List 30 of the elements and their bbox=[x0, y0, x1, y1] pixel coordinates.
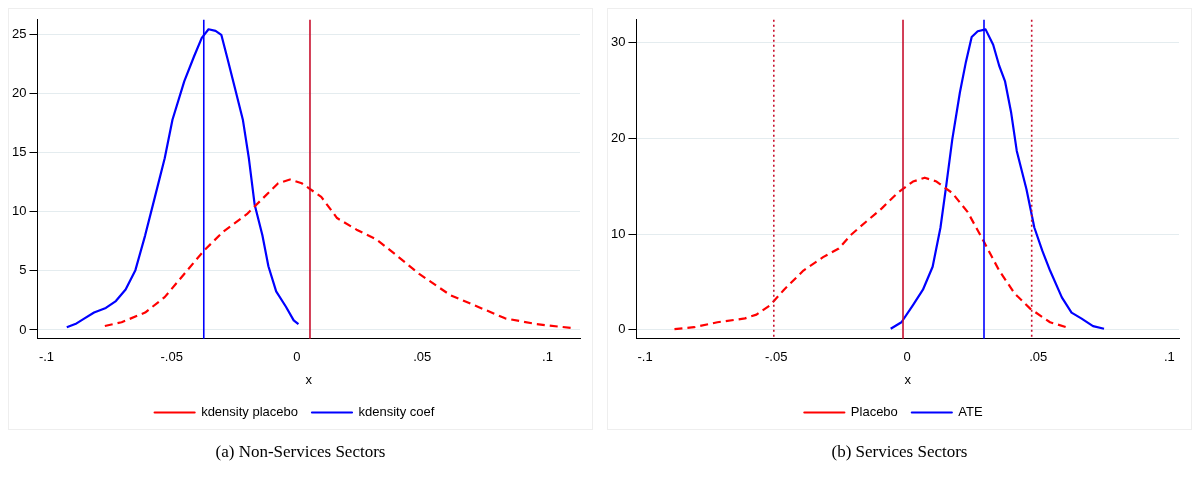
x-tick-label: .05 bbox=[413, 349, 432, 365]
y-tick-label: 5 bbox=[19, 262, 27, 278]
y-tick-label: 10 bbox=[610, 225, 626, 241]
x-tick-label: .1 bbox=[1163, 349, 1175, 365]
y-tick-label: 15 bbox=[11, 143, 27, 159]
y-tick-label: 10 bbox=[11, 203, 27, 219]
x-tick-label: .05 bbox=[1029, 349, 1048, 365]
legend-label: kdensity placebo bbox=[201, 404, 298, 420]
y-tick-label: 20 bbox=[610, 130, 626, 146]
x-tick-label: -.05 bbox=[764, 349, 788, 365]
x-axis-title: x bbox=[305, 371, 313, 387]
legend-label: kdensity coef bbox=[358, 404, 435, 420]
y-tick-label: 25 bbox=[11, 25, 27, 41]
text: (a) Non-Services Sectors bbox=[214, 442, 387, 462]
legend-label: Placebo bbox=[850, 404, 898, 420]
x-tick-label: -.1 bbox=[637, 349, 653, 365]
x-tick-label: .1 bbox=[542, 349, 553, 365]
x-tick-label: 0 bbox=[293, 349, 301, 365]
x-tick-label: -.05 bbox=[160, 349, 183, 365]
x-tick-label: -.1 bbox=[38, 349, 55, 365]
y-tick-label: 30 bbox=[610, 34, 626, 50]
line-series bbox=[673, 176, 1068, 331]
x-tick-label: 0 bbox=[903, 349, 911, 365]
y-tick-label: 20 bbox=[11, 84, 27, 100]
legend-label: ATE bbox=[958, 404, 983, 420]
x-axis-title: x bbox=[904, 371, 912, 387]
y-tick-label: 0 bbox=[19, 321, 27, 337]
text: (b) Services Sectors bbox=[830, 442, 969, 462]
line-series bbox=[103, 178, 573, 330]
y-tick-label: 0 bbox=[618, 321, 626, 337]
